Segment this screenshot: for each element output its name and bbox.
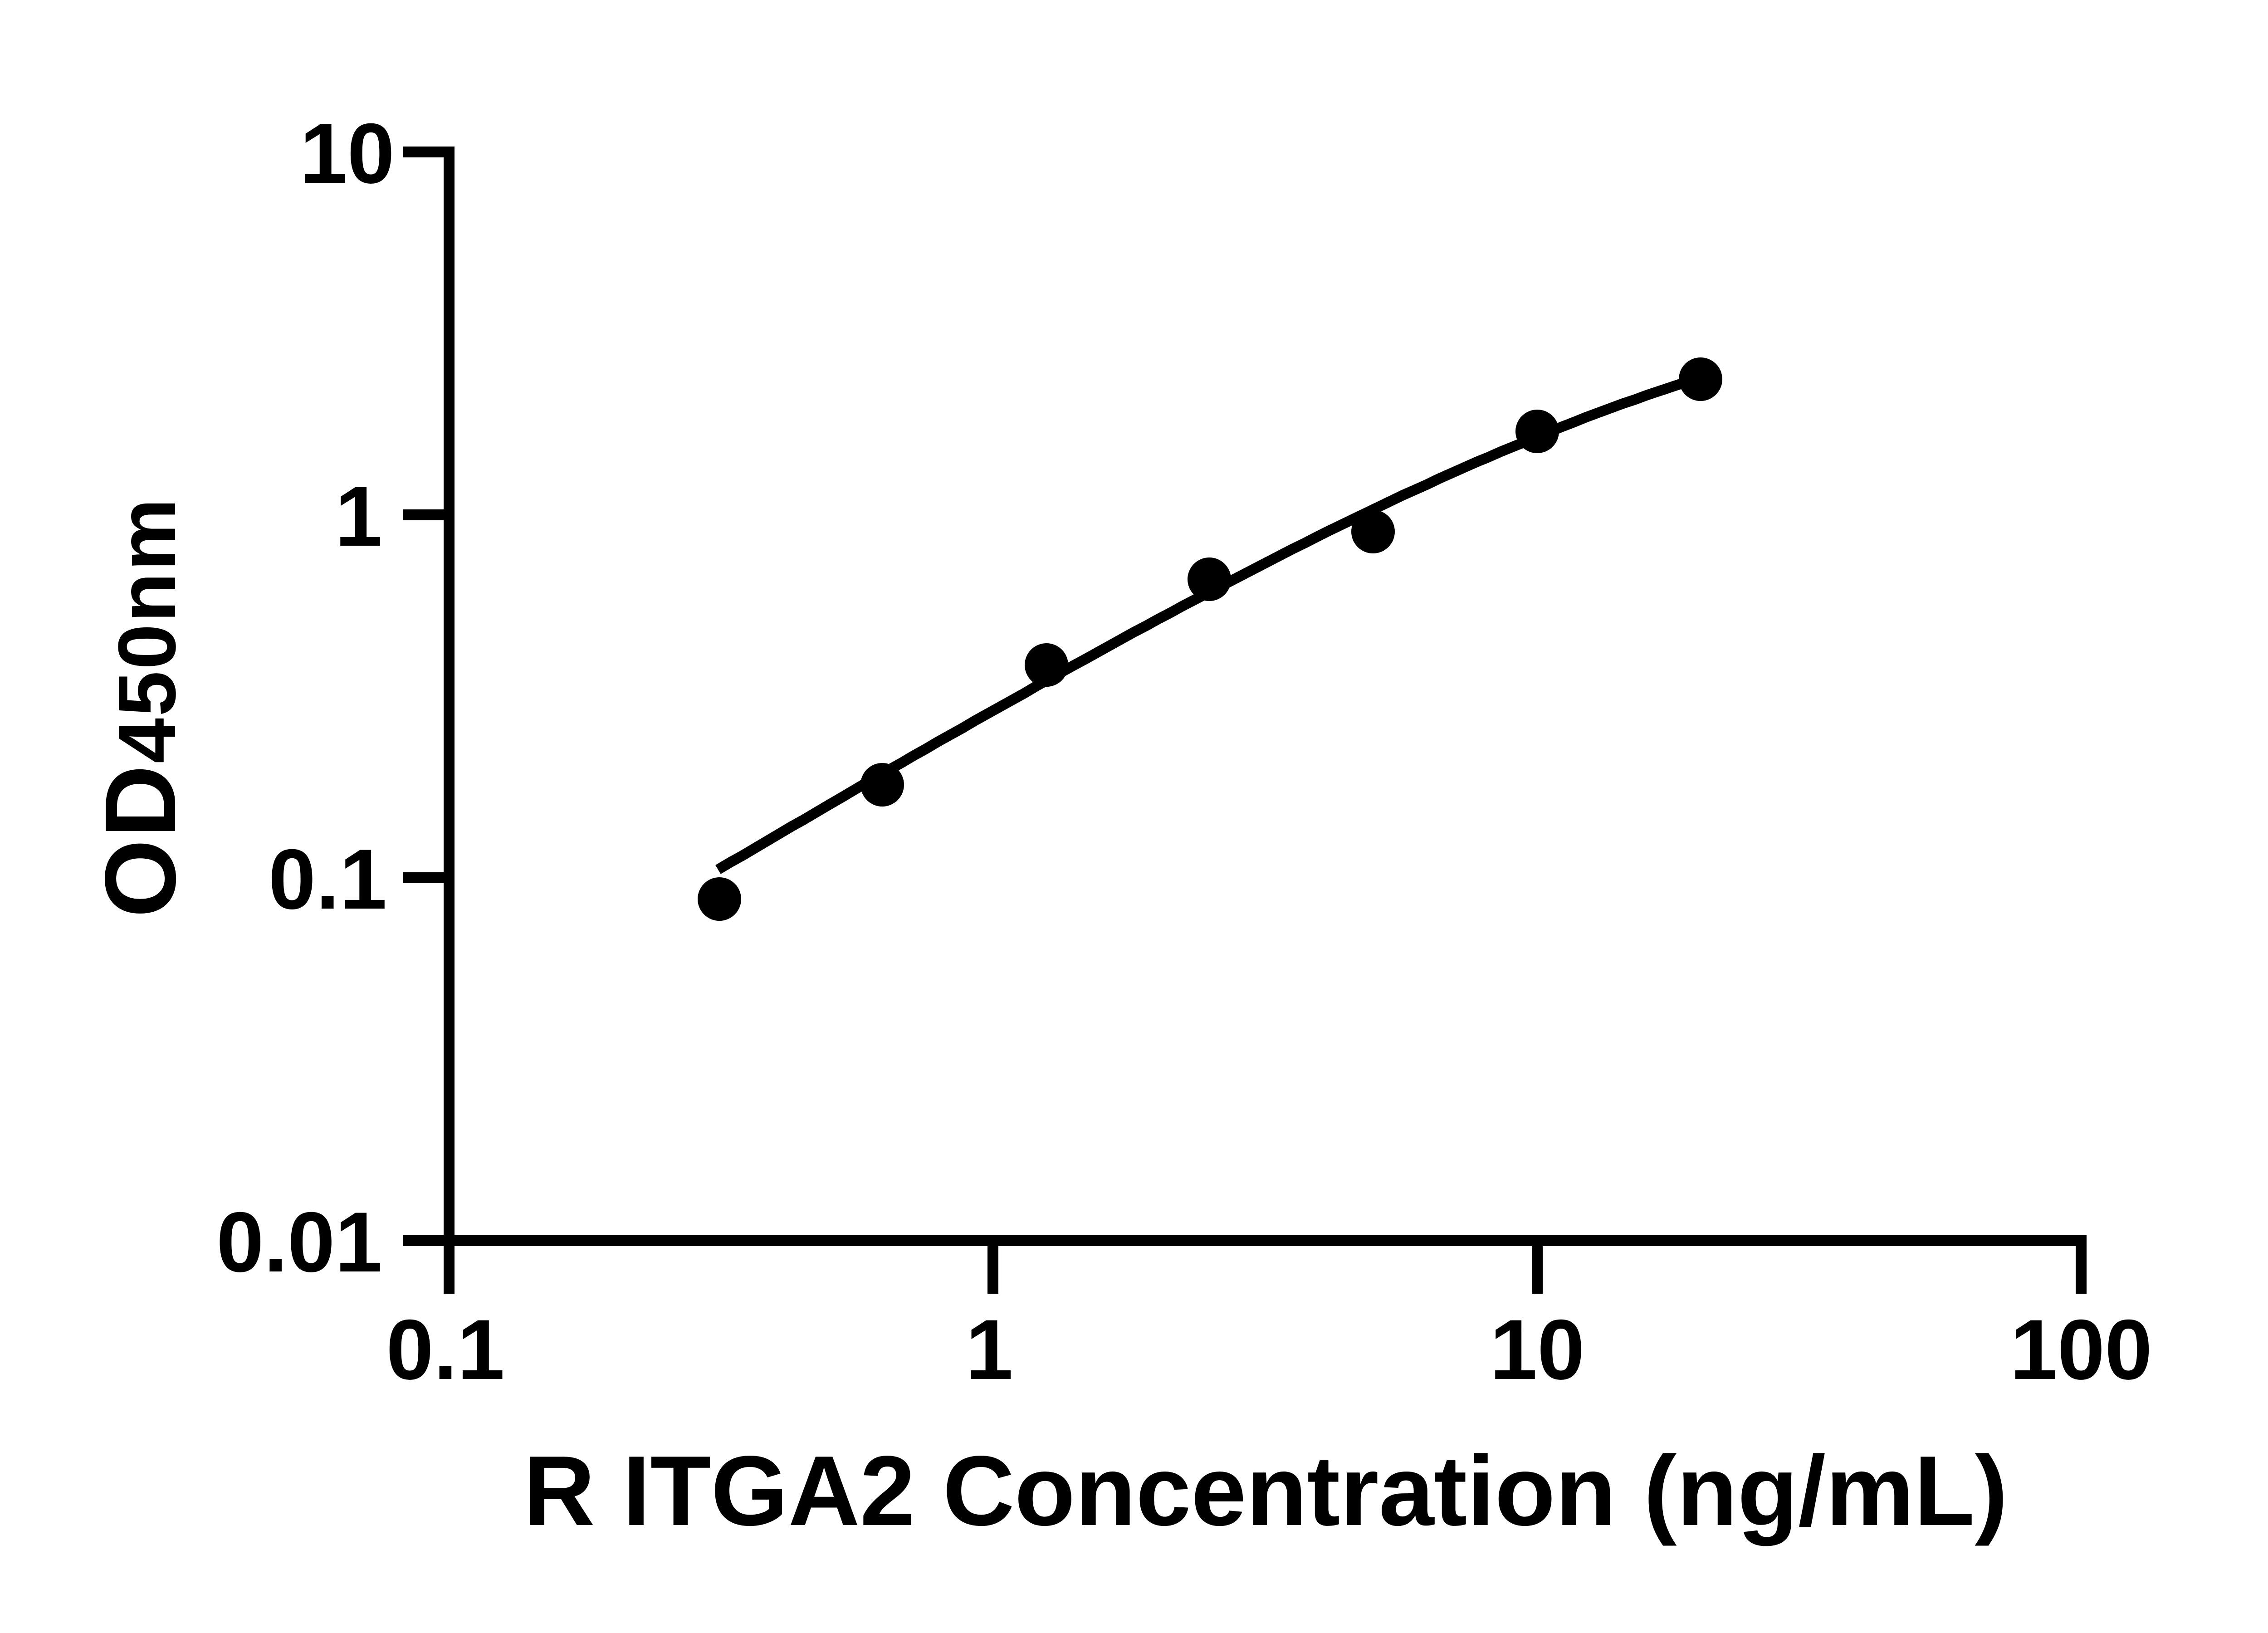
svg-text:100: 100 bbox=[2010, 1302, 2152, 1397]
svg-text:R ITGA2 Concentration (ng/mL): R ITGA2 Concentration (ng/mL) bbox=[523, 1436, 2008, 1546]
svg-text:0.1: 0.1 bbox=[269, 831, 387, 927]
svg-text:10: 10 bbox=[300, 106, 395, 201]
svg-text:1: 1 bbox=[335, 469, 382, 564]
svg-text:1: 1 bbox=[966, 1302, 1013, 1397]
svg-text:0.01: 0.01 bbox=[216, 1194, 382, 1290]
svg-text:0.1: 0.1 bbox=[386, 1302, 504, 1397]
svg-text:OD450nm: OD450nm bbox=[84, 497, 197, 918]
svg-text:10: 10 bbox=[1490, 1302, 1584, 1397]
